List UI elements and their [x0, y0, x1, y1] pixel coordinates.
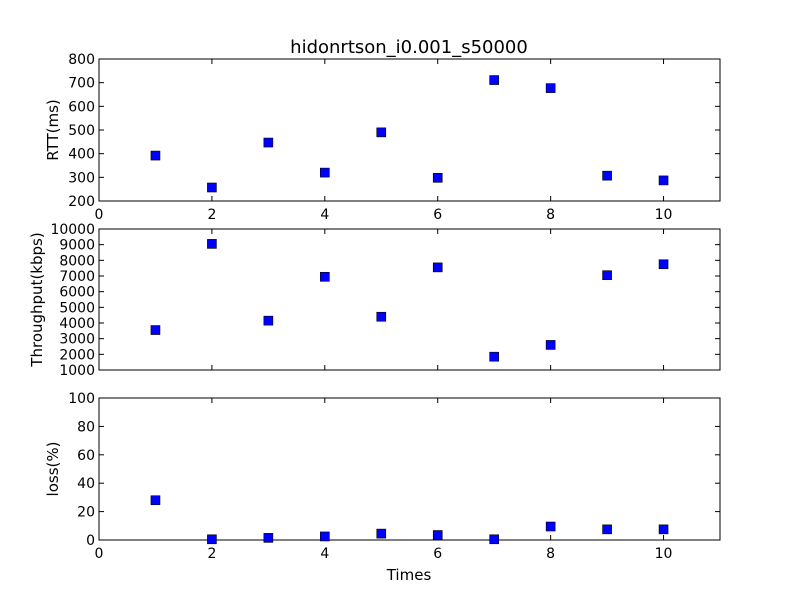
y-tick-label: 7000	[59, 269, 95, 285]
y-tick-label: 800	[68, 52, 95, 68]
y-tick-label: 700	[68, 76, 95, 92]
data-point-loss	[376, 528, 387, 539]
x-tick-label: 6	[433, 546, 442, 562]
data-point-loss	[545, 521, 556, 532]
x-tick-label: 6	[433, 207, 442, 223]
data-point-throughput	[602, 270, 612, 281]
data-point-rtt	[150, 150, 161, 161]
y-tick-label: 10000	[50, 222, 95, 238]
y-tick-label: 0	[86, 533, 95, 549]
data-point-loss	[658, 524, 669, 535]
data-point-throughput	[658, 259, 669, 270]
data-point-loss	[207, 534, 217, 545]
y-tick-label: 1000	[59, 363, 95, 379]
y-tick-label: 9000	[59, 238, 95, 254]
x-axis-label: Times	[386, 566, 432, 584]
data-point-throughput	[207, 239, 217, 249]
y-tick-label: 8000	[59, 253, 95, 269]
y-tick-label: 4000	[59, 316, 95, 332]
x-tick-label: 8	[546, 546, 555, 562]
plot-frame-throughput	[98, 228, 721, 371]
x-tick-label: 10	[655, 207, 673, 223]
subplot-throughput: 1000200030004000500060007000800090001000…	[28, 222, 721, 379]
data-point-throughput	[150, 325, 161, 335]
subplot-rtt: 200 300 400 500 600 700 800 0 2 4 6 8 10 RTT(ms)	[44, 52, 721, 223]
data-point-loss	[489, 534, 499, 545]
data-point-rtt	[376, 127, 387, 138]
y-axis-label-rtt: RTT(ms)	[44, 99, 62, 161]
x-tick-label: 2	[207, 207, 216, 223]
data-point-rtt	[320, 167, 330, 178]
x-tick-label: 4	[320, 207, 329, 223]
data-point-loss	[432, 530, 443, 540]
data-point-rtt	[489, 75, 499, 85]
data-point-throughput	[376, 311, 387, 322]
data-point-throughput	[263, 315, 274, 326]
x-tick-label: 10	[655, 546, 673, 562]
data-point-throughput	[489, 351, 499, 362]
x-tick-label: 0	[95, 207, 104, 223]
data-point-loss	[602, 524, 612, 535]
y-tick-label: 400	[68, 147, 95, 163]
y-tick-label: 600	[68, 99, 95, 115]
y-axis-label-throughput: Throughput(kbps)	[28, 232, 46, 367]
y-tick-label: 300	[68, 170, 95, 186]
data-point-throughput	[545, 340, 556, 350]
data-point-throughput	[320, 271, 330, 282]
data-point-rtt	[602, 170, 612, 181]
y-tick-label: 200	[68, 194, 95, 210]
y-tick-label: 6000	[59, 285, 95, 301]
chart-title: hidonrtson_i0.001_s50000	[290, 37, 528, 58]
x-tick-label: 8	[546, 207, 555, 223]
y-tick-label: 500	[68, 123, 95, 139]
data-point-loss	[150, 495, 161, 506]
x-tick-label: 2	[207, 546, 216, 562]
y-tick-label: 20	[77, 505, 95, 521]
data-point-rtt	[263, 137, 274, 148]
data-point-rtt	[207, 182, 217, 193]
data-point-loss	[263, 533, 274, 543]
y-tick-label: 2000	[59, 347, 95, 363]
y-tick-label: 3000	[59, 332, 95, 348]
plot-frame-loss	[98, 397, 721, 541]
data-point-rtt	[658, 175, 669, 186]
y-axis-label-loss: loss(%)	[44, 442, 62, 497]
data-point-rtt	[545, 83, 556, 93]
subplot-loss: 0 20 40 60 80 100 0 2 4 6 8 10 loss(%)	[44, 391, 721, 562]
y-tick-label: 40	[77, 476, 95, 492]
y-tick-label: 5000	[59, 300, 95, 316]
x-tick-label: 0	[95, 546, 104, 562]
data-point-throughput	[432, 262, 443, 273]
y-tick-label: 80	[77, 419, 95, 435]
x-tick-label: 4	[320, 546, 329, 562]
y-tick-label: 60	[77, 448, 95, 464]
data-point-loss	[320, 531, 330, 542]
y-tick-label: 100	[68, 391, 95, 407]
data-point-rtt	[432, 173, 443, 183]
